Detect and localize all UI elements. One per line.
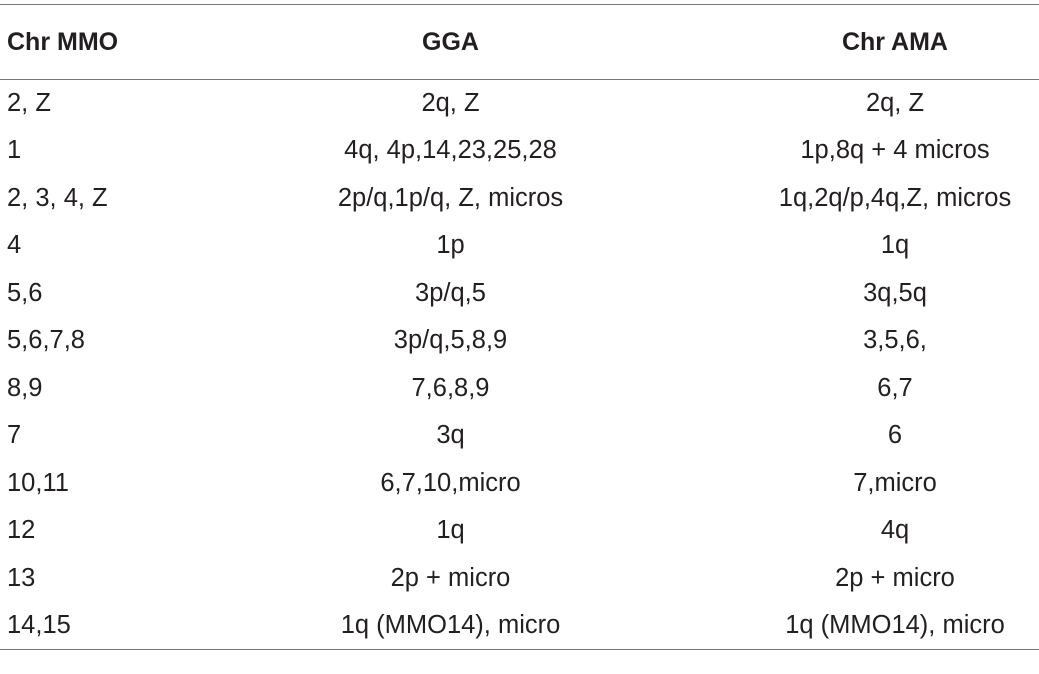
cell-chr-mmo: 5,6,7,8 xyxy=(7,326,85,355)
cell-chr-ama: 6 xyxy=(606,412,1039,460)
table-row: 7 3q 6 xyxy=(0,412,1039,460)
cell-chr-mmo: 7 xyxy=(7,421,22,450)
table-header: Chr MMO GGA Chr AMA xyxy=(0,4,1039,80)
table-row: 1 4q, 4p,14,23,25,28 1p,8q + 4 micros xyxy=(0,127,1039,175)
cell-chr-ama: 1q (MMO14), micro xyxy=(606,602,1039,650)
cell-chr-ama: 1q,2q/p,4q,Z, micros xyxy=(606,175,1039,223)
cell-chr-mmo: 4 xyxy=(7,231,22,260)
cell-gga: 6,7,10,micro xyxy=(380,468,521,497)
cell-chr-ama-text: 1q,2q/p,4q,Z, micros xyxy=(778,183,1012,212)
cell-chr-ama-text: 7,micro xyxy=(853,468,937,497)
cell-chr-ama-text: 2p + micro xyxy=(835,563,955,592)
cell-chr-ama: 7,micro xyxy=(606,460,1039,508)
cell-chr-mmo: 2, Z xyxy=(7,89,51,117)
cell-chr-ama-text: 1q xyxy=(880,231,910,260)
table-row: 2, Z 2q, Z 2q, Z xyxy=(0,80,1039,128)
cell-chr-mmo: 1 xyxy=(7,136,22,165)
cell-chr-mmo: 12 xyxy=(7,516,36,545)
cell-gga: 3p/q,5 xyxy=(415,278,486,307)
table-row: 12 1q 4q xyxy=(0,507,1039,555)
cell-gga: 1p xyxy=(436,231,465,260)
cell-gga: 1q xyxy=(436,516,465,545)
header-chr-mmo: Chr MMO xyxy=(0,4,295,80)
table-row: 13 2p + micro 2p + micro xyxy=(0,555,1039,603)
header-chr-ama-label: Chr AMA xyxy=(841,27,948,56)
cell-chr-ama-text: 2q, Z xyxy=(865,89,925,117)
cell-chr-ama: 1q xyxy=(606,222,1039,270)
cell-chr-ama: 3,5,6, xyxy=(606,317,1039,365)
cell-gga: 3p/q,5,8,9 xyxy=(393,326,508,355)
table-row: 4 1p 1q xyxy=(0,222,1039,270)
cell-chr-ama: 2q, Z xyxy=(606,80,1039,128)
cell-chr-ama-text: 3q,5q xyxy=(863,278,927,307)
cell-chr-mmo: 14,15 xyxy=(0,602,295,650)
table-row: 5,6 3p/q,5 3q,5q xyxy=(0,270,1039,318)
cell-chr-ama: 6,7 xyxy=(606,365,1039,413)
cell-chr-ama: 1p,8q + 4 micros xyxy=(606,127,1039,175)
header-chr-ama: Chr AMA xyxy=(606,4,1039,80)
table-row: 2, 3, 4, Z 2p/q,1p/q, Z, micros 1q,2q/p,… xyxy=(0,175,1039,223)
cell-chr-ama-text: 3,5,6, xyxy=(863,326,927,355)
chromosome-table: Chr MMO GGA Chr AMA 2, Z 2q, Z 2q, Z 1 4… xyxy=(0,4,1039,650)
header-gga: GGA xyxy=(295,4,606,80)
cell-chr-ama-text: 1q (MMO14), micro xyxy=(785,611,1005,639)
cell-gga: 7,6,8,9 xyxy=(411,373,490,402)
cell-gga: 3q xyxy=(436,421,465,450)
cell-chr-ama: 3q,5q xyxy=(606,270,1039,318)
cell-chr-ama-text: 4q xyxy=(880,516,910,545)
cell-gga: 2q, Z xyxy=(421,89,480,117)
table-row: 5,6,7,8 3p/q,5,8,9 3,5,6, xyxy=(0,317,1039,365)
cell-chr-mmo: 10,11 xyxy=(7,468,69,497)
cell-gga: 2p/q,1p/q, Z, micros xyxy=(337,183,564,212)
cell-chr-ama-text: 1p,8q + 4 micros xyxy=(800,136,990,165)
table-row: 14,15 1q (MMO14), micro 1q (MMO14), micr… xyxy=(0,602,1039,650)
cell-gga: 2p + micro xyxy=(390,563,511,592)
cell-chr-mmo: 2, 3, 4, Z xyxy=(7,183,108,212)
cell-chr-mmo: 13 xyxy=(7,563,36,592)
header-row: Chr MMO GGA Chr AMA xyxy=(0,4,1039,80)
cell-chr-ama: 2p + micro xyxy=(606,555,1039,603)
cell-gga: 4q, 4p,14,23,25,28 xyxy=(344,136,557,165)
table-body: 2, Z 2q, Z 2q, Z 1 4q, 4p,14,23,25,28 1p… xyxy=(0,80,1039,650)
cell-chr-ama: 4q xyxy=(606,507,1039,555)
cell-chr-mmo: 8,9 xyxy=(7,373,43,402)
table-row: 10,11 6,7,10,micro 7,micro xyxy=(0,460,1039,508)
cell-chr-ama-text: 6 xyxy=(887,421,903,450)
table-row: 8,9 7,6,8,9 6,7 xyxy=(0,365,1039,413)
cell-chr-ama-text: 6,7 xyxy=(877,373,913,402)
cell-gga: 1q (MMO14), micro xyxy=(295,602,606,650)
cell-chr-mmo: 5,6 xyxy=(7,278,43,307)
